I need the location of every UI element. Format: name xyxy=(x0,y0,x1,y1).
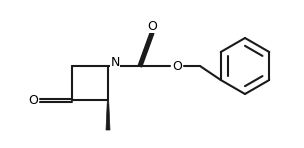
Polygon shape xyxy=(106,100,110,130)
Text: O: O xyxy=(147,20,157,33)
Text: N: N xyxy=(110,57,120,70)
Text: O: O xyxy=(28,94,38,107)
Text: O: O xyxy=(172,59,182,73)
